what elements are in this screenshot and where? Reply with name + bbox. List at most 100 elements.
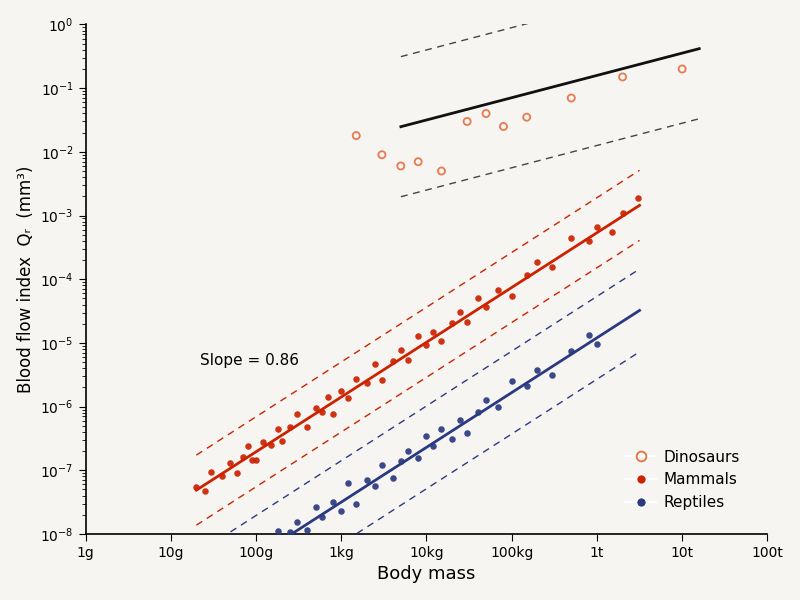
Point	[386, 473, 399, 482]
Point	[369, 481, 382, 491]
Point	[565, 93, 578, 103]
Point	[520, 381, 533, 391]
Point	[230, 468, 243, 478]
Point	[420, 340, 433, 350]
Point	[676, 64, 689, 74]
Point	[616, 209, 629, 218]
Point	[461, 116, 474, 126]
Point	[342, 479, 354, 488]
Point	[386, 356, 399, 366]
Point	[322, 392, 334, 402]
Point	[454, 307, 466, 317]
Point	[350, 499, 362, 509]
Point	[531, 365, 544, 375]
Point	[309, 403, 322, 413]
Point	[256, 551, 269, 560]
Point	[412, 454, 425, 463]
Point	[606, 227, 618, 236]
Point	[242, 441, 254, 451]
Point	[582, 236, 595, 246]
Point	[565, 233, 578, 242]
Point	[480, 395, 493, 405]
Point	[446, 434, 458, 444]
Point	[250, 455, 262, 465]
Point	[480, 109, 493, 118]
Point	[342, 394, 354, 403]
Point	[546, 370, 558, 380]
Point	[275, 436, 288, 446]
Point	[394, 161, 407, 171]
Point	[316, 407, 329, 417]
Point	[506, 376, 518, 386]
Point	[531, 257, 544, 267]
Point	[520, 270, 533, 280]
Point	[492, 402, 505, 412]
Point	[335, 386, 348, 396]
Legend: Dinosaurs, Mammals, Reptiles: Dinosaurs, Mammals, Reptiles	[619, 443, 746, 516]
Point	[427, 441, 440, 451]
Point	[631, 193, 644, 203]
Point	[435, 166, 448, 176]
Point	[590, 222, 603, 232]
Point	[590, 339, 603, 349]
Point	[361, 475, 374, 485]
Point	[616, 72, 629, 82]
Point	[492, 286, 505, 295]
Point	[309, 502, 322, 512]
Point	[375, 150, 388, 160]
Point	[546, 262, 558, 272]
Point	[205, 467, 218, 476]
Point	[236, 549, 249, 559]
Point	[335, 506, 348, 515]
Point	[326, 497, 339, 506]
Point	[582, 330, 595, 340]
Point	[497, 122, 510, 131]
Point	[290, 517, 303, 527]
Text: Slope = 0.86: Slope = 0.86	[200, 353, 299, 368]
Point	[246, 455, 258, 465]
Point	[242, 563, 254, 573]
Point	[316, 512, 329, 522]
Point	[350, 131, 362, 140]
Point	[216, 472, 229, 481]
Point	[471, 407, 484, 416]
Point	[394, 346, 407, 355]
Point	[394, 456, 407, 466]
Point	[350, 374, 362, 383]
Point	[461, 317, 474, 326]
Point	[375, 460, 388, 469]
Point	[401, 446, 414, 456]
Point	[427, 328, 440, 337]
Point	[271, 527, 284, 536]
Point	[565, 347, 578, 356]
Point	[283, 527, 296, 537]
X-axis label: Body mass: Body mass	[378, 565, 476, 583]
Point	[265, 537, 278, 547]
Point	[250, 544, 262, 553]
Point	[520, 112, 533, 122]
Point	[446, 318, 458, 328]
Point	[506, 291, 518, 301]
Point	[283, 422, 296, 432]
Point	[369, 359, 382, 368]
Point	[275, 544, 288, 554]
Point	[420, 431, 433, 440]
Point	[361, 379, 374, 388]
Point	[375, 375, 388, 385]
Point	[401, 355, 414, 365]
Point	[471, 293, 484, 302]
Point	[256, 437, 269, 446]
Point	[412, 331, 425, 341]
Point	[301, 525, 314, 535]
Point	[190, 482, 203, 492]
Point	[326, 409, 339, 419]
Point	[301, 422, 314, 432]
Point	[435, 424, 448, 434]
Point	[271, 424, 284, 434]
Point	[198, 486, 211, 496]
Point	[412, 157, 425, 167]
Point	[265, 440, 278, 450]
Point	[224, 577, 237, 587]
Point	[480, 302, 493, 311]
Y-axis label: Blood flow index  Qᵣ  (mm³): Blood flow index Qᵣ (mm³)	[17, 166, 34, 393]
